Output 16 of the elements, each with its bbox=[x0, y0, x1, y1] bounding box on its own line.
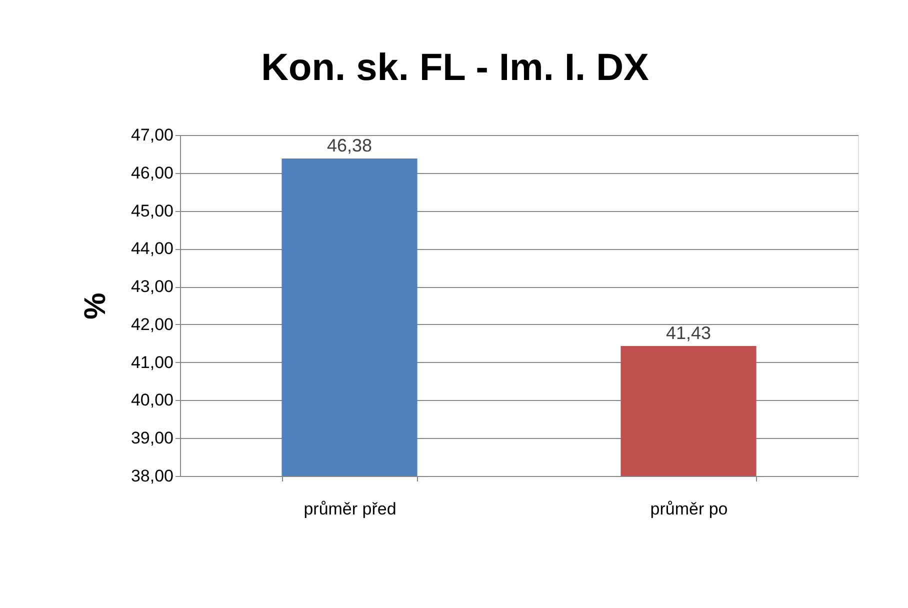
y-tick-label: 43,00 bbox=[130, 277, 174, 296]
data-label: 41,43 bbox=[666, 323, 712, 344]
y-tick-label: 46,00 bbox=[130, 163, 174, 182]
y-tick-label: 42,00 bbox=[130, 314, 174, 334]
chart-title: Kon. sk. FL - Im. I. DX bbox=[261, 47, 650, 89]
y-tick-label: 44,00 bbox=[130, 239, 174, 258]
y-axis-title: % bbox=[78, 292, 112, 320]
y-tick-label: 47,00 bbox=[130, 126, 174, 144]
x-tick-label: průměr po bbox=[650, 500, 728, 518]
y-tick-label: 38,00 bbox=[130, 466, 174, 486]
y-tick-label: 40,00 bbox=[130, 390, 174, 410]
y-tick-label: 39,00 bbox=[130, 428, 174, 448]
y-tick-label: 41,00 bbox=[130, 352, 174, 372]
y-tick-label: 45,00 bbox=[130, 201, 174, 220]
x-tick-label: průměr před bbox=[304, 500, 396, 518]
data-label: 46,38 bbox=[326, 135, 372, 156]
